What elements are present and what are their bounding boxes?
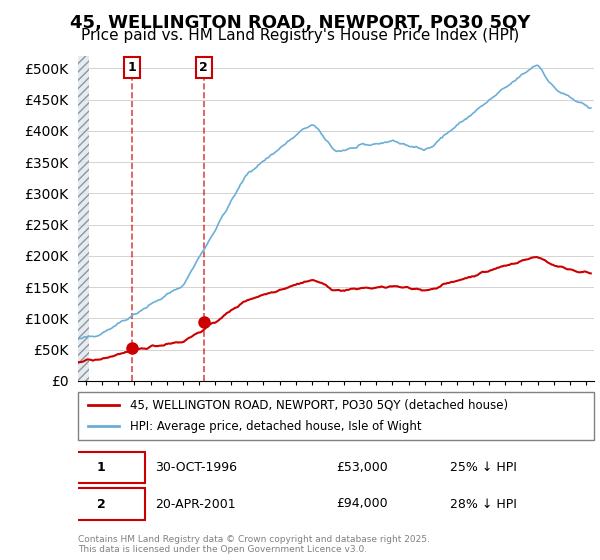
Text: 28% ↓ HPI: 28% ↓ HPI	[449, 497, 517, 511]
Text: 2: 2	[199, 61, 208, 74]
Text: Contains HM Land Registry data © Crown copyright and database right 2025.
This d: Contains HM Land Registry data © Crown c…	[78, 535, 430, 554]
Bar	[78, 56, 89, 381]
Text: £53,000: £53,000	[336, 461, 388, 474]
FancyBboxPatch shape	[78, 392, 594, 440]
Text: 1: 1	[97, 461, 106, 474]
Text: 45, WELLINGTON ROAD, NEWPORT, PO30 5QY (detached house): 45, WELLINGTON ROAD, NEWPORT, PO30 5QY (…	[130, 399, 508, 412]
Text: 30-OCT-1996: 30-OCT-1996	[155, 461, 238, 474]
Text: 1: 1	[127, 61, 136, 74]
FancyBboxPatch shape	[58, 452, 145, 483]
Text: 2: 2	[97, 497, 106, 511]
Text: £94,000: £94,000	[336, 497, 388, 511]
Text: 45, WELLINGTON ROAD, NEWPORT, PO30 5QY: 45, WELLINGTON ROAD, NEWPORT, PO30 5QY	[70, 14, 530, 32]
Text: Price paid vs. HM Land Registry's House Price Index (HPI): Price paid vs. HM Land Registry's House …	[81, 28, 519, 43]
Text: 20-APR-2001: 20-APR-2001	[155, 497, 236, 511]
Text: 25% ↓ HPI: 25% ↓ HPI	[449, 461, 517, 474]
FancyBboxPatch shape	[58, 488, 145, 520]
Text: HPI: Average price, detached house, Isle of Wight: HPI: Average price, detached house, Isle…	[130, 420, 421, 433]
